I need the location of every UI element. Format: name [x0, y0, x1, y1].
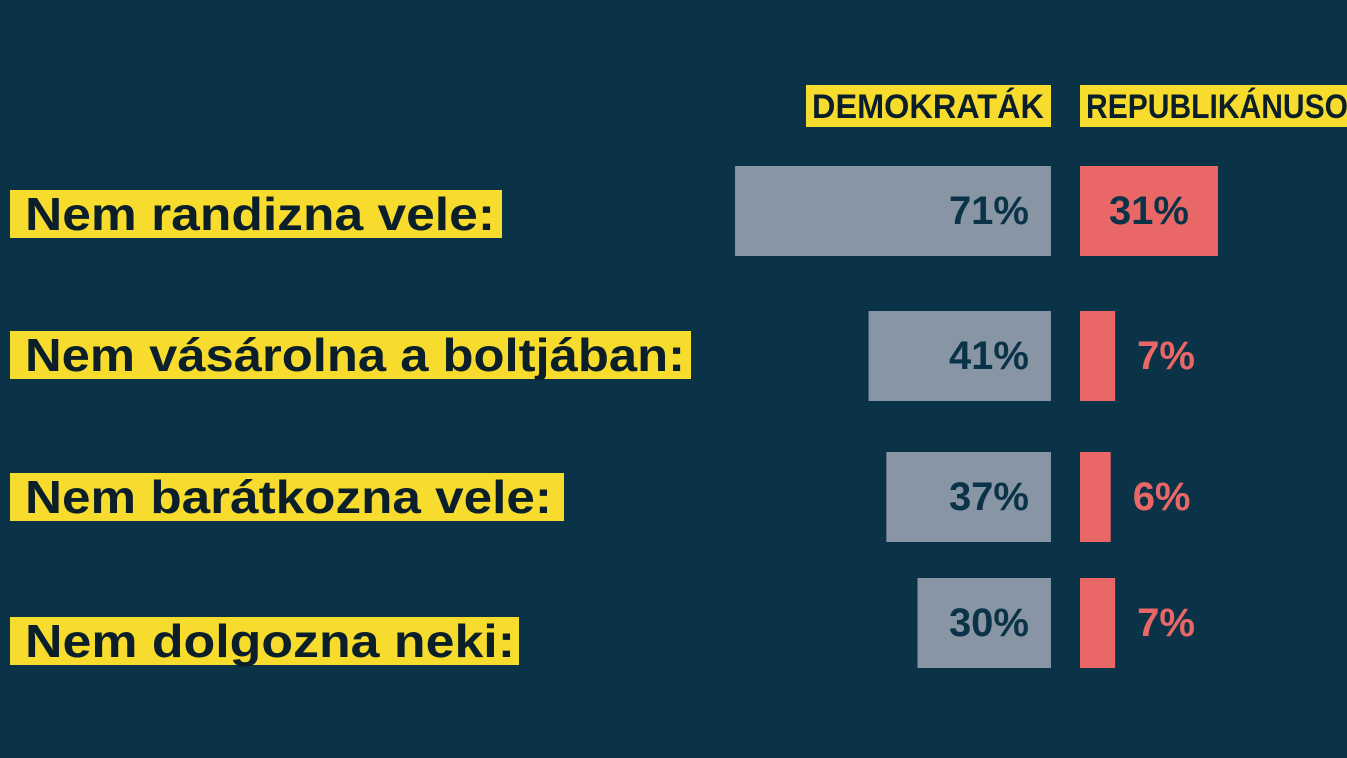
- democrats-header-highlight: [806, 85, 1051, 127]
- democrat-bar: [917, 578, 1051, 668]
- category-label: Nem dolgozna neki:: [25, 615, 515, 667]
- republican-value-label: 31%: [1109, 189, 1189, 233]
- category-highlight: [10, 331, 691, 379]
- republicans-header-highlight: [1080, 85, 1347, 127]
- republican-bar: [1080, 452, 1111, 542]
- republican-bar: [1080, 166, 1218, 256]
- democrat-bar: [886, 452, 1051, 542]
- democrat-bar: [735, 166, 1051, 256]
- republican-value-label: 7%: [1137, 601, 1195, 645]
- republican-bar: [1080, 311, 1116, 401]
- democrat-value-label: 71%: [949, 189, 1029, 233]
- category-highlight: [10, 473, 564, 521]
- democrat-value-label: 30%: [949, 601, 1029, 645]
- legend: DEMOKRATÁK REPUBLIKÁNUSO: [806, 85, 1347, 127]
- category-label: Nem randizna vele:: [25, 188, 495, 240]
- democrat-bar: [868, 311, 1051, 401]
- democrat-value-label: 37%: [949, 475, 1029, 519]
- republican-value-label: 7%: [1137, 334, 1195, 378]
- republican-value-label: 6%: [1133, 475, 1191, 519]
- democrats-header-label: DEMOKRATÁK: [812, 88, 1044, 126]
- category-highlight: [10, 190, 502, 238]
- category-label: Nem vásárolna a boltjában:: [25, 329, 685, 381]
- democrat-value-label: 41%: [949, 334, 1029, 378]
- republicans-header-label: REPUBLIKÁNUSO: [1086, 88, 1347, 126]
- bars: 71% 31% 41% 7% 37% 6% 30% 7%: [735, 166, 1218, 668]
- category-labels: Nem randizna vele: Nem vásárolna a boltj…: [10, 188, 691, 667]
- category-label: Nem barátkozna vele:: [25, 471, 552, 523]
- category-highlight: [10, 617, 519, 665]
- republican-bar: [1080, 578, 1116, 668]
